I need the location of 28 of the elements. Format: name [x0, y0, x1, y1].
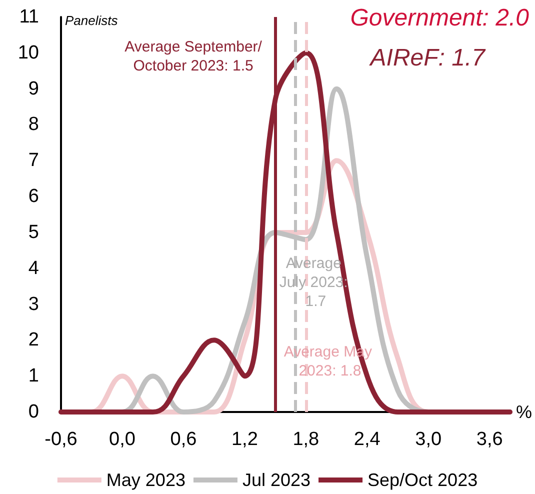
annotation: AIReF: 1.7 — [368, 44, 487, 72]
x-tick-label: 3,0 — [415, 429, 442, 450]
x-tick-label: 1,8 — [292, 429, 320, 450]
y-tick-label: 7 — [28, 150, 39, 172]
y-tick-label: 11 — [19, 6, 39, 28]
x-tick-label: 2,4 — [354, 429, 381, 450]
y-tick-label: 9 — [28, 78, 39, 100]
y-tick-label: 1 — [28, 366, 39, 387]
y-tick-label: 6 — [28, 186, 39, 208]
y-tick-label: 5 — [28, 222, 39, 243]
annotation: Government: 2.0 — [350, 4, 530, 32]
x-tick-label: 0,0 — [109, 429, 136, 450]
ref-line-label: Average September/October 2023: 1.5 — [124, 38, 263, 74]
y-tick-label: 10 — [18, 42, 39, 64]
y-tick-label: 3 — [28, 294, 39, 315]
legend-label: Sep/Oct 2023 — [368, 470, 478, 490]
x-tick-label: -0,6 — [44, 429, 78, 450]
legend-label: Jul 2023 — [242, 470, 311, 490]
legend-label: May 2023 — [106, 470, 186, 490]
y-axis-title: Panelists — [65, 13, 118, 28]
x-tick-label: 1,2 — [231, 429, 258, 450]
x-axis-title: % — [516, 402, 532, 422]
x-tick-label: 3,6 — [476, 429, 503, 450]
y-tick-label: 2 — [28, 330, 39, 351]
y-tick-label: 8 — [28, 114, 39, 136]
x-tick-label: 0,6 — [170, 429, 197, 450]
y-tick-label: 4 — [28, 258, 40, 279]
y-tick-label: 0 — [28, 402, 39, 422]
